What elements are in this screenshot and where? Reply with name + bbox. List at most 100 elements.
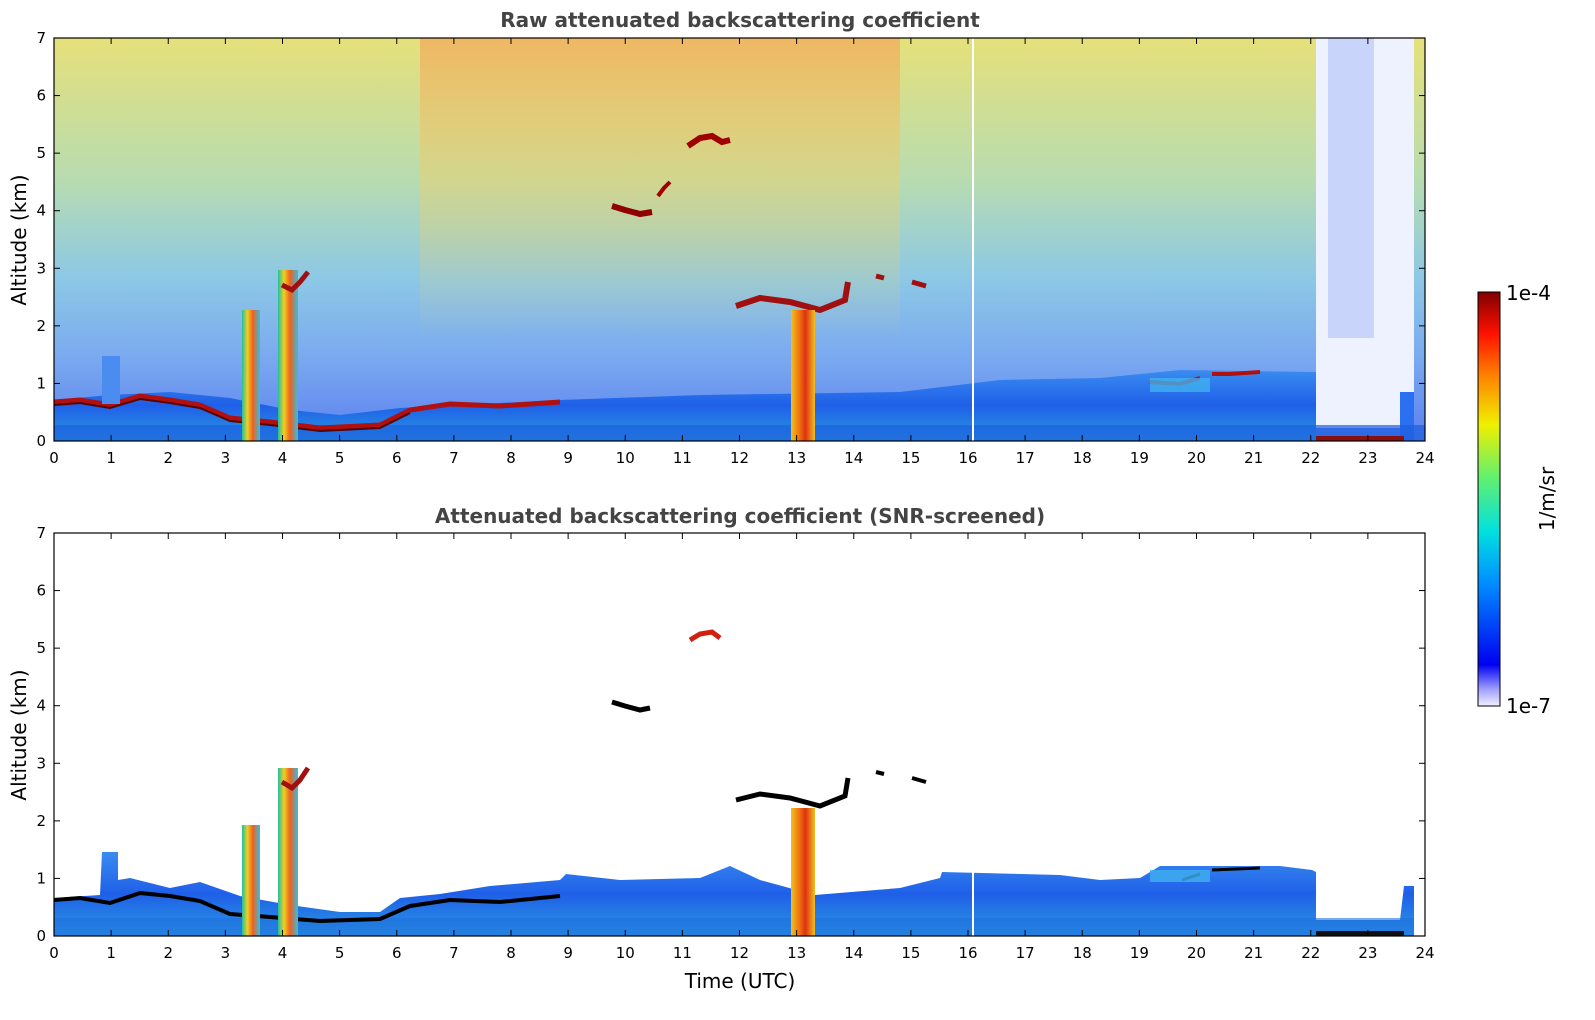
- top-y-tick-label: 1: [36, 374, 46, 392]
- top-x-tick-label: 10: [616, 449, 635, 467]
- top-x-tick-label: 16: [958, 449, 977, 467]
- bottom-x-tick-label: 2: [163, 944, 173, 962]
- top-x-tick-label: 11: [673, 449, 692, 467]
- bottom-x-axis: 0 1 2 3 4 5 6 7 8 9 10 11 12 13 14 15 16 17 18 19 20 21 22 23 24: [49, 533, 1435, 962]
- top-y-tick-label: 6: [36, 87, 46, 105]
- bottom-y-tick-label: 6: [36, 582, 46, 600]
- bottom-x-tick-label: 18: [1073, 944, 1092, 962]
- top-x-tick-label: 23: [1358, 449, 1377, 467]
- bottom-panel-title: Attenuated backscattering coefficient (S…: [435, 504, 1045, 528]
- bottom-x-tick-label: 4: [278, 944, 288, 962]
- top-x-tick-label: 1: [106, 449, 116, 467]
- bottom-y-axis: 0 1 2 3 4 5 6 7: [36, 524, 1425, 945]
- bottom-vertical-gap: [972, 872, 974, 936]
- colorbar-max-label: 1e-4: [1506, 281, 1551, 305]
- bottom-y-tick-label: 2: [36, 812, 46, 830]
- bottom-y-tick-label: 7: [36, 524, 46, 542]
- top-aerosol-plume-1: [102, 356, 120, 404]
- top-cloud-layer-4.4km: [656, 180, 672, 198]
- bottom-precipitation-column: [791, 808, 815, 936]
- bottom-cloud-layer-2.8km: [875, 770, 927, 784]
- bottom-cloud-column-2: [278, 768, 298, 936]
- bottom-y-axis-label: Altitude (km): [7, 669, 31, 800]
- top-cloud-column-1: [242, 310, 260, 441]
- bottom-y-tick-label: 0: [36, 927, 46, 945]
- bottom-x-tick-label: 24: [1415, 944, 1434, 962]
- top-x-tick-label: 5: [335, 449, 345, 467]
- top-fog-layer: [1316, 436, 1404, 441]
- top-aerosol-layer-edge-dark: [53, 397, 411, 433]
- top-x-tick-label: 4: [278, 449, 288, 467]
- top-precipitation-column: [791, 310, 815, 441]
- bottom-x-tick-label: 13: [787, 944, 806, 962]
- bottom-fog-layer: [1316, 931, 1404, 936]
- x-axis-label: Time (UTC): [684, 969, 796, 993]
- top-x-tick-label: 7: [449, 449, 459, 467]
- bottom-x-tick-label: 0: [49, 944, 59, 962]
- top-cloud-layer-2.8km: [875, 273, 927, 289]
- top-y-tick-label: 4: [36, 202, 46, 220]
- top-x-tick-label: 6: [392, 449, 402, 467]
- bottom-x-tick-label: 21: [1244, 944, 1263, 962]
- bottom-x-tick-label: 22: [1301, 944, 1320, 962]
- bottom-cloud-layer-4km: [611, 699, 651, 713]
- top-x-tick-label: 13: [787, 449, 806, 467]
- bottom-dense-near-surface: [54, 918, 1414, 936]
- colorbar-unit-label: 1/m/sr: [1535, 466, 1559, 531]
- bottom-x-tick-label: 19: [1130, 944, 1149, 962]
- top-x-tick-label: 8: [506, 449, 516, 467]
- bottom-x-tick-label: 9: [563, 944, 573, 962]
- bottom-cloud-layer-5.2km: [688, 629, 722, 643]
- top-x-tick-label: 15: [901, 449, 920, 467]
- bottom-x-tick-label: 16: [958, 944, 977, 962]
- bottom-x-tick-label: 6: [392, 944, 402, 962]
- top-vertical-gap: [972, 38, 974, 441]
- bottom-cloud-layer-2.4km: [735, 777, 851, 809]
- bottom-panel-plot-area: [53, 532, 1426, 937]
- top-cloud-layer-5.2km: [686, 132, 731, 149]
- bottom-x-tick-label: 8: [506, 944, 516, 962]
- bottom-x-tick-label: 3: [221, 944, 231, 962]
- top-x-tick-label: 2: [163, 449, 173, 467]
- top-y-tick-label: 2: [36, 317, 46, 335]
- top-noise-warm-band: [420, 38, 900, 338]
- top-x-axis: 0 1 2 3 4 5 6 7 8 9 10 11 12 13 14 15 16 17 18 19 20 21 22 23 24: [49, 38, 1435, 467]
- top-cloud-layer-2.4km: [735, 281, 851, 314]
- bottom-x-tick-label: 12: [730, 944, 749, 962]
- bottom-x-tick-label: 15: [901, 944, 920, 962]
- top-x-tick-label: 12: [730, 449, 749, 467]
- top-x-tick-label: 24: [1415, 449, 1434, 467]
- top-x-tick-label: 22: [1301, 449, 1320, 467]
- bottom-x-tick-label: 20: [1187, 944, 1206, 962]
- top-cloud-column-2: [278, 270, 298, 441]
- top-y-tick-label: 0: [36, 432, 46, 450]
- bottom-cloud-column-1: [242, 825, 260, 936]
- top-x-tick-label: 20: [1187, 449, 1206, 467]
- bottom-y-tick-label: 1: [36, 869, 46, 887]
- bottom-x-tick-label: 14: [844, 944, 863, 962]
- top-x-tick-label: 17: [1016, 449, 1035, 467]
- top-cloud-layer-4km: [611, 203, 653, 218]
- bottom-cloud-top-1: [280, 766, 311, 792]
- top-sparse-noise-strip: [1328, 38, 1374, 338]
- top-x-tick-label: 0: [49, 449, 59, 467]
- bottom-x-tick-label: 1: [106, 944, 116, 962]
- top-x-tick-label: 14: [844, 449, 863, 467]
- bottom-aerosol-layer-20h: [1150, 870, 1210, 882]
- top-x-tick-label: 18: [1073, 449, 1092, 467]
- top-x-tick-label: 19: [1130, 449, 1149, 467]
- colorbar: 1e-4 1e-7 1/m/sr: [1477, 281, 1559, 718]
- top-panel-plot-area: [53, 37, 1426, 442]
- top-y-tick-label: 7: [36, 29, 46, 47]
- top-y-axis: 0 1 2 3 4 5 6 7: [36, 29, 1425, 450]
- bottom-x-tick-label: 7: [449, 944, 459, 962]
- bottom-x-tick-label: 23: [1358, 944, 1377, 962]
- bottom-x-tick-label: 5: [335, 944, 345, 962]
- bottom-x-tick-label: 11: [673, 944, 692, 962]
- bottom-y-tick-label: 4: [36, 697, 46, 715]
- bottom-y-tick-label: 3: [36, 754, 46, 772]
- bottom-y-tick-label: 5: [36, 639, 46, 657]
- bottom-x-tick-label: 10: [616, 944, 635, 962]
- top-x-tick-label: 3: [221, 449, 231, 467]
